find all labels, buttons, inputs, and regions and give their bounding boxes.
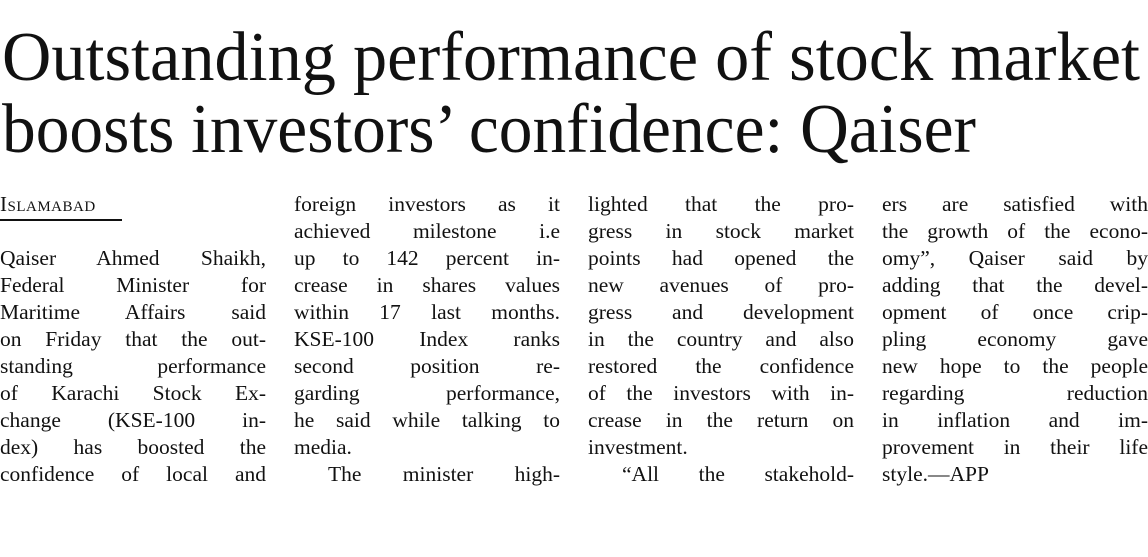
text-line: regarding reduction (882, 381, 1148, 405)
text-line: The minister high- (328, 462, 560, 486)
text-line: provement in their life (882, 435, 1148, 459)
text-line: of Karachi Stock Ex- (0, 381, 266, 405)
text-line: pling economy gave (882, 327, 1148, 351)
text-line: up to 142 percent in- (294, 246, 560, 270)
text-line: in the country and also (588, 327, 854, 351)
text-line: points had opened the (588, 246, 854, 270)
text-line: standing performance (0, 354, 266, 378)
headline-line: boosts investors’ confidence: Qaiser (2, 91, 976, 168)
text-line: change (KSE-100 in- (0, 408, 266, 432)
text-line: new hope to the people (882, 354, 1148, 378)
text-line: in inflation and im- (882, 408, 1148, 432)
text-line: lighted that the pro- (588, 192, 854, 216)
text-line: style.—APP (882, 462, 989, 486)
text-line: opment of once crip- (882, 300, 1148, 324)
text-line: garding performance, (294, 381, 560, 405)
text-line: Qaiser Ahmed Shaikh, (0, 246, 266, 270)
text-line: Maritime Affairs said (0, 300, 266, 324)
text-line: achieved milestone i.e (294, 219, 560, 243)
text-line: Federal Minister for (0, 273, 266, 297)
text-line: restored the confidence (588, 354, 854, 378)
column: ers are satisfied with the growth of the … (882, 191, 1148, 488)
text-line: second position re- (294, 354, 560, 378)
column: Qaiser Ahmed Shaikh, Federal Minister for… (0, 245, 266, 488)
text-line: confidence of local and (0, 462, 266, 486)
text-line: within 17 last months. (294, 300, 560, 324)
text-line: he said while talking to (294, 408, 560, 432)
text-line: omy”, Qaiser said by (882, 246, 1148, 270)
column: foreign investors as it achieved mileston… (294, 191, 560, 488)
text-line: “All the stakehold- (622, 462, 854, 486)
text-line: the growth of the econo- (882, 219, 1148, 243)
headline: Outstanding performance of stock market … (2, 19, 1141, 168)
text-line: on Friday that the out- (0, 327, 266, 351)
text-line: adding that the devel- (882, 273, 1148, 297)
text-line: ers are satisfied with (882, 192, 1148, 216)
text-line: of the investors with in- (588, 381, 854, 405)
headline-line: Outstanding performance of stock market (2, 19, 1141, 96)
column: lighted that the pro-gress in stock mark… (588, 191, 854, 488)
text-line: media. (294, 435, 352, 459)
text-line: foreign investors as it (294, 192, 560, 216)
text-line: crease in shares values (294, 273, 560, 297)
dateline: Islamabad (0, 191, 122, 221)
text-line: dex) has boosted the (0, 435, 266, 459)
text-line: new avenues of pro- (588, 273, 854, 297)
text-line: gress and development (588, 300, 854, 324)
text-line: KSE-100 Index ranks (294, 327, 560, 351)
text-line: investment. (588, 435, 688, 459)
text-line: gress in stock market (588, 219, 854, 243)
text-line: crease in the return on (588, 408, 854, 432)
